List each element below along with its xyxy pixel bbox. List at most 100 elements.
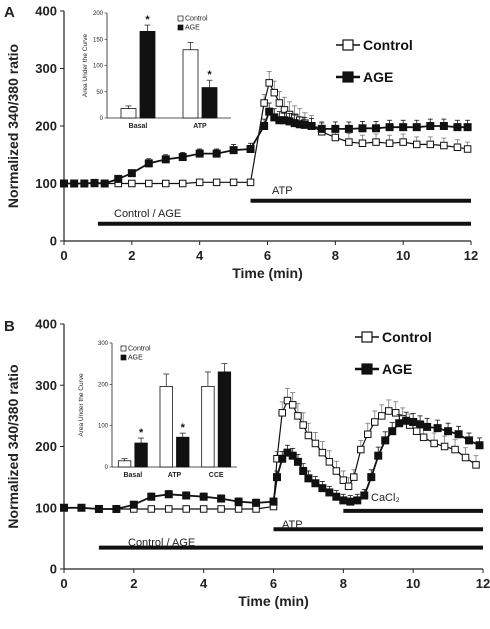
data-point-filled bbox=[217, 494, 226, 503]
data-point-open bbox=[377, 412, 386, 420]
data-point-open bbox=[145, 179, 153, 188]
data-point-filled bbox=[388, 427, 397, 436]
data-point-filled bbox=[77, 503, 86, 512]
legend-label: AGE bbox=[382, 361, 412, 377]
series-age bbox=[60, 411, 484, 513]
data-point-open bbox=[371, 418, 379, 426]
data-point-open bbox=[358, 139, 367, 147]
data-point-open bbox=[440, 141, 448, 150]
data-point-filled bbox=[265, 107, 274, 116]
data-point-open bbox=[364, 430, 372, 438]
data-point-open bbox=[304, 431, 313, 440]
data-point-open bbox=[357, 445, 365, 454]
y-tick-label: 400 bbox=[35, 317, 57, 332]
data-point-filled bbox=[147, 492, 156, 501]
main-chart-a: 0 100 200 300 400 0 2 4 6 8 10 12 Normalized 340/380… bbox=[5, 4, 478, 282]
significance-marker: * bbox=[207, 69, 212, 81]
data-point-open bbox=[162, 179, 170, 188]
legend-marker-open bbox=[342, 39, 354, 51]
significance-marker: * bbox=[181, 422, 186, 434]
y-tick-label: 100 bbox=[35, 500, 57, 515]
data-point-filled bbox=[453, 123, 462, 132]
treatment-label: ATP bbox=[272, 185, 293, 197]
x-tick-label: 8 bbox=[332, 248, 339, 263]
panel-a: A 0 100 200 300 400 0 2 4 6 8 10 12 Normalized 340/3… bbox=[4, 4, 478, 282]
panel-letter: B bbox=[4, 318, 15, 335]
inset-legend-marker-open bbox=[120, 345, 127, 352]
data-point-filled bbox=[444, 427, 453, 436]
data-point-open bbox=[229, 178, 238, 187]
data-point-open bbox=[345, 138, 353, 146]
data-point-open bbox=[331, 133, 340, 142]
data-point-filled bbox=[182, 491, 191, 500]
legend: Control AGE bbox=[336, 37, 413, 85]
data-point-filled bbox=[454, 430, 463, 439]
x-tick-label: 4 bbox=[196, 248, 204, 263]
inset-bar-control bbox=[117, 460, 132, 468]
data-point-open bbox=[199, 505, 208, 513]
data-point-filled bbox=[94, 504, 103, 513]
data-point-filled bbox=[127, 169, 136, 178]
data-point-filled bbox=[246, 145, 255, 153]
y-tick-label: 0 bbox=[50, 562, 57, 577]
data-point-filled bbox=[381, 436, 390, 445]
legend-label: Control bbox=[363, 37, 413, 53]
data-point-filled bbox=[288, 451, 297, 460]
series-control bbox=[60, 387, 480, 513]
data-point-open bbox=[344, 482, 353, 491]
data-point-open bbox=[260, 99, 268, 107]
inset-bar-control bbox=[159, 385, 173, 468]
treatment-label: Control / AGE bbox=[114, 208, 181, 220]
data-point-open bbox=[399, 138, 407, 146]
data-point-open bbox=[212, 178, 221, 187]
data-point-filled bbox=[60, 503, 68, 512]
treatment-label: CaCl₂ bbox=[371, 492, 400, 504]
data-point-filled bbox=[433, 424, 442, 433]
x-axis-title: Time (min) bbox=[238, 593, 309, 609]
data-point-filled bbox=[317, 124, 326, 133]
data-point-filled bbox=[114, 174, 123, 183]
data-point-filled bbox=[278, 454, 287, 463]
data-point-filled bbox=[260, 122, 269, 130]
main-chart-b: 0 100 200 300 400 0 2 4 6 8 10 12 Normalized 340/380… bbox=[5, 317, 490, 610]
inset-bar-control bbox=[201, 385, 215, 468]
significance-marker: * bbox=[145, 14, 150, 26]
data-point-filled bbox=[164, 490, 173, 499]
data-point-filled bbox=[360, 491, 369, 500]
inset-category-label: Basal bbox=[129, 123, 148, 130]
data-point-open bbox=[391, 409, 400, 417]
inset-bar-age bbox=[139, 30, 156, 119]
data-point-filled bbox=[439, 122, 448, 130]
legend: Control AGE bbox=[355, 329, 432, 377]
inset-category-label: CCE bbox=[209, 472, 224, 479]
data-point-filled bbox=[311, 479, 320, 488]
data-point-open bbox=[294, 412, 302, 420]
inset-y-tick-label: 150 bbox=[93, 37, 104, 43]
data-point-open bbox=[234, 505, 243, 513]
data-point-open bbox=[178, 179, 187, 188]
x-tick-label: 12 bbox=[464, 248, 478, 263]
data-point-filled bbox=[161, 155, 170, 164]
data-point-filled bbox=[178, 153, 187, 162]
data-point-filled bbox=[475, 441, 484, 450]
data-point-filled bbox=[90, 178, 99, 187]
y-axis-title: Normalized 340/380 ratio bbox=[5, 364, 21, 528]
data-point-filled bbox=[399, 123, 408, 132]
x-tick-label: 8 bbox=[340, 576, 347, 591]
inset-y-tick-label: 200 bbox=[93, 11, 104, 17]
y-tick-label: 300 bbox=[35, 61, 57, 76]
data-point-filled bbox=[129, 500, 138, 509]
data-point-filled bbox=[307, 122, 316, 130]
inset-bar-age bbox=[176, 436, 190, 468]
inset-legend-label: AGE bbox=[185, 25, 200, 32]
x-tick-label: 10 bbox=[396, 248, 410, 263]
x-tick-label: 2 bbox=[130, 576, 137, 591]
data-point-open bbox=[332, 467, 341, 475]
data-point-filled bbox=[80, 179, 89, 188]
x-tick-label: 10 bbox=[406, 576, 420, 591]
data-point-open bbox=[384, 407, 393, 415]
legend-label: Control bbox=[382, 329, 432, 345]
x-tick-label: 4 bbox=[200, 576, 208, 591]
y-axis-title: Normalized 340/380 ratio bbox=[5, 44, 21, 208]
